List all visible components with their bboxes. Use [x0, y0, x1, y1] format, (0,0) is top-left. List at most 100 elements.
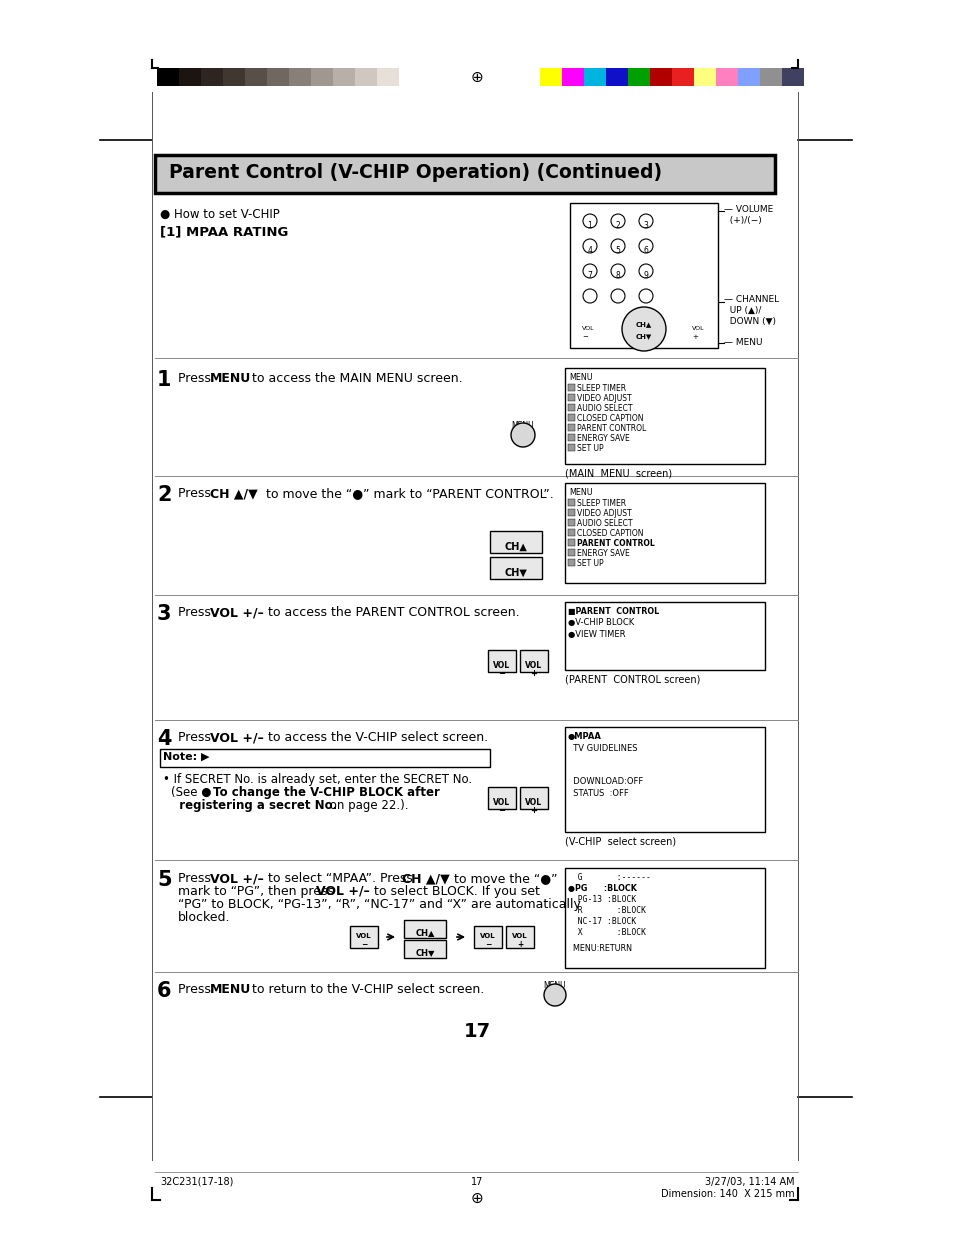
- Text: CLOSED CAPTION: CLOSED CAPTION: [577, 414, 643, 424]
- Text: — CHANNEL: — CHANNEL: [723, 295, 779, 304]
- Text: G       :------: G :------: [567, 873, 650, 882]
- Text: STATUS  :OFF: STATUS :OFF: [567, 789, 628, 798]
- Bar: [488, 650, 516, 672]
- Bar: [605, 68, 627, 86]
- Text: ⊕: ⊕: [470, 1191, 483, 1205]
- Bar: [567, 559, 575, 566]
- Text: VOL: VOL: [512, 932, 527, 939]
- Text: CH▲: CH▲: [415, 927, 435, 937]
- Circle shape: [639, 289, 652, 303]
- Text: to select “MPAA”. Press: to select “MPAA”. Press: [264, 872, 416, 885]
- Text: PG-13 :BLOCK: PG-13 :BLOCK: [567, 895, 636, 904]
- Text: mark to “PG”, then press: mark to “PG”, then press: [178, 885, 337, 898]
- Text: 3/27/03, 11:14 AM
Dimension: 140  X 215 mm: 3/27/03, 11:14 AM Dimension: 140 X 215 m…: [660, 1177, 794, 1199]
- Text: CH▼: CH▼: [504, 568, 527, 578]
- Bar: [567, 509, 575, 516]
- Bar: [350, 926, 377, 948]
- Bar: [474, 926, 501, 948]
- Text: 7: 7: [587, 270, 592, 279]
- Circle shape: [610, 240, 624, 253]
- Text: 1: 1: [587, 221, 592, 230]
- Circle shape: [610, 289, 624, 303]
- Text: R       :BLOCK: R :BLOCK: [567, 906, 645, 915]
- Text: VOL +/–: VOL +/–: [210, 606, 263, 619]
- Bar: [519, 650, 547, 672]
- Text: MENU: MENU: [568, 373, 592, 382]
- Text: MENU: MENU: [543, 981, 566, 990]
- Text: ⊕: ⊕: [470, 69, 483, 84]
- Text: −: −: [581, 333, 587, 340]
- Bar: [567, 529, 575, 536]
- Bar: [583, 68, 605, 86]
- Text: ●V-CHIP BLOCK: ●V-CHIP BLOCK: [567, 618, 634, 627]
- Bar: [157, 68, 179, 86]
- Bar: [567, 433, 575, 441]
- Text: Press: Press: [178, 372, 214, 385]
- Text: CLOSED CAPTION: CLOSED CAPTION: [577, 529, 643, 538]
- Text: DOWNLOAD:OFF: DOWNLOAD:OFF: [567, 777, 642, 785]
- Text: VOL +/–: VOL +/–: [315, 885, 370, 898]
- Text: ENERGY SAVE: ENERGY SAVE: [577, 433, 629, 443]
- Text: VOL: VOL: [525, 661, 542, 671]
- Bar: [760, 68, 781, 86]
- Bar: [564, 483, 764, 583]
- Text: +: +: [530, 669, 537, 678]
- Text: VIDEO ADJUST: VIDEO ADJUST: [577, 509, 631, 517]
- Text: VOL: VOL: [355, 932, 372, 939]
- Circle shape: [582, 264, 597, 278]
- Bar: [564, 368, 764, 464]
- Text: +: +: [517, 940, 522, 948]
- Text: X       :BLOCK: X :BLOCK: [567, 927, 645, 937]
- Bar: [505, 926, 534, 948]
- Bar: [693, 68, 716, 86]
- Bar: [267, 68, 289, 86]
- Text: 4: 4: [587, 246, 592, 254]
- Bar: [567, 550, 575, 556]
- Text: SET UP: SET UP: [577, 559, 603, 568]
- Text: (PARENT  CONTROL screen): (PARENT CONTROL screen): [564, 674, 700, 684]
- Bar: [671, 68, 693, 86]
- Circle shape: [582, 289, 597, 303]
- Text: • If SECRET No. is already set, enter the SECRET No.: • If SECRET No. is already set, enter th…: [163, 773, 472, 785]
- Text: 1: 1: [157, 370, 172, 390]
- Circle shape: [621, 308, 665, 351]
- Bar: [398, 68, 420, 86]
- Text: to move the “●” mark to “PARENT CONTROL”.: to move the “●” mark to “PARENT CONTROL”…: [262, 487, 553, 500]
- Text: 5: 5: [157, 869, 172, 890]
- Circle shape: [639, 240, 652, 253]
- Text: NC-17 :BLOCK: NC-17 :BLOCK: [567, 918, 636, 926]
- Text: MENU: MENU: [210, 372, 251, 385]
- Text: Press: Press: [178, 983, 214, 995]
- Text: to access the V-CHIP select screen.: to access the V-CHIP select screen.: [264, 731, 488, 743]
- Text: blocked.: blocked.: [178, 911, 231, 924]
- Text: VOL: VOL: [691, 326, 704, 331]
- Bar: [160, 748, 490, 767]
- Text: ●PG      :BLOCK: ●PG :BLOCK: [567, 884, 637, 893]
- Bar: [567, 424, 575, 431]
- Text: 5: 5: [615, 246, 619, 254]
- Text: 6: 6: [643, 246, 648, 254]
- Text: Note: ▶: Note: ▶: [163, 752, 210, 762]
- Text: VOL: VOL: [493, 661, 510, 671]
- Text: [1] MPAA RATING: [1] MPAA RATING: [160, 225, 288, 238]
- Text: CH▼: CH▼: [415, 948, 435, 957]
- Bar: [403, 940, 446, 958]
- Bar: [561, 68, 583, 86]
- Text: SET UP: SET UP: [577, 445, 603, 453]
- Text: CH ▲/▼: CH ▲/▼: [210, 487, 257, 500]
- Bar: [376, 68, 398, 86]
- Bar: [569, 203, 718, 348]
- Bar: [716, 68, 738, 86]
- Text: (V-CHIP  select screen): (V-CHIP select screen): [564, 836, 676, 846]
- Text: ●VIEW TIMER: ●VIEW TIMER: [567, 630, 625, 638]
- Text: +: +: [691, 333, 698, 340]
- Text: 17: 17: [463, 1023, 490, 1041]
- Text: 8: 8: [615, 270, 619, 279]
- Text: (MAIN  MENU  screen): (MAIN MENU screen): [564, 468, 672, 478]
- Bar: [179, 68, 201, 86]
- Text: VIDEO ADJUST: VIDEO ADJUST: [577, 394, 631, 403]
- Text: to access the PARENT CONTROL screen.: to access the PARENT CONTROL screen.: [264, 606, 519, 619]
- Text: CH ▲/▼: CH ▲/▼: [401, 872, 449, 885]
- Bar: [245, 68, 267, 86]
- Bar: [567, 499, 575, 506]
